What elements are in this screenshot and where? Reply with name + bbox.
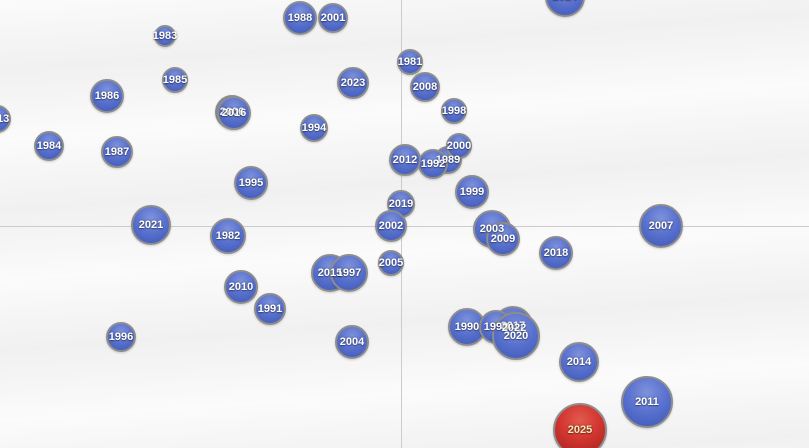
bubble-point-2014[interactable] [559,342,599,382]
bubble-point-2008[interactable] [410,72,440,102]
bubble-point-1986[interactable] [90,79,124,113]
bubble-point-2024[interactable] [545,0,585,17]
bubble-point-2018[interactable] [539,236,573,270]
bubble-point-2010[interactable] [224,270,258,304]
bubble-point-2020[interactable] [492,312,540,360]
bubble-point-2004[interactable] [335,325,369,359]
bubble-point-2000[interactable] [446,133,472,159]
bubble-point-1997[interactable] [330,254,368,292]
bubble-point-1985[interactable] [162,67,188,93]
bubble-point-2023[interactable] [337,67,369,99]
bubble-point-1994[interactable] [300,114,328,142]
bubble-point-2002[interactable] [375,210,407,242]
bubble-point-1982[interactable] [210,218,246,254]
bubble-point-1988[interactable] [283,1,317,35]
bubble-point-1995[interactable] [234,166,268,200]
bubble-point-1999[interactable] [455,175,489,209]
bubble-point-1992[interactable] [418,149,448,179]
bubble-point-2016[interactable] [217,96,251,130]
bubble-point-1991[interactable] [254,293,286,325]
bubble-point-2001[interactable] [318,3,348,33]
bubble-point-2025[interactable] [553,403,607,448]
bubble-point-2021[interactable] [131,205,171,245]
bubble-point-2012[interactable] [389,144,421,176]
bubble-point-2009[interactable] [486,222,520,256]
bubble-point-1983[interactable] [154,25,176,47]
bubble-point-2005[interactable] [378,250,404,276]
bubble-point-1998[interactable] [441,98,467,124]
bubble-point-2011[interactable] [621,376,673,428]
bubble-point-1987[interactable] [101,136,133,168]
bubble-point-1984[interactable] [34,131,64,161]
bubble-point-2007[interactable] [639,204,683,248]
bubble-point-1996[interactable] [106,322,136,352]
bubble-point-1981[interactable] [397,49,423,75]
bubble-point-2013[interactable] [0,105,11,133]
